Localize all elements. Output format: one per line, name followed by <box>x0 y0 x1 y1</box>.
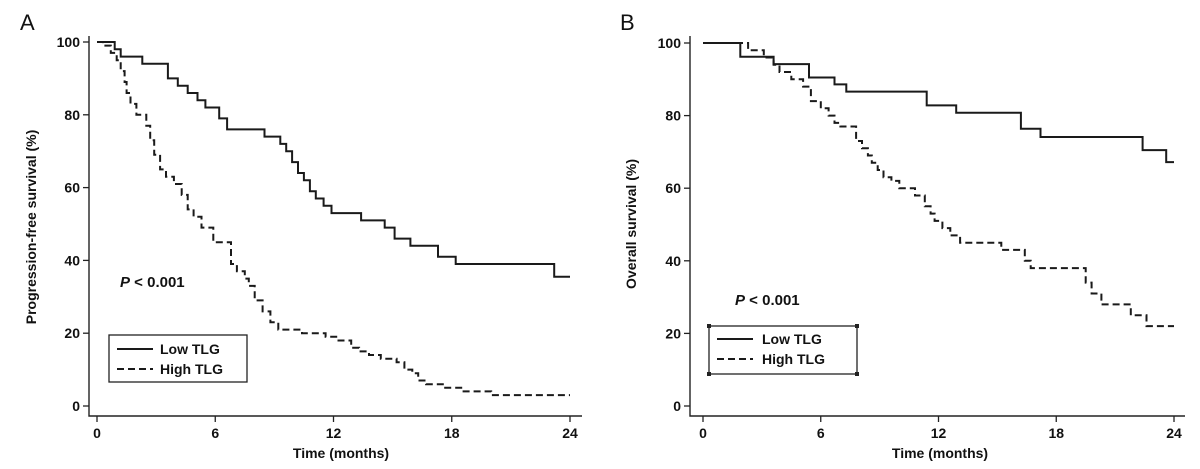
panel-a-series-low-tlg <box>97 41 570 278</box>
panel-b-axes <box>689 36 1185 417</box>
panel-b-x-tick-label: 0 <box>699 425 707 441</box>
panel-b-p-symbol: P <box>735 292 746 309</box>
panel-b-legend-label-high: High TLG <box>762 351 825 367</box>
panel-a-curves <box>97 41 570 397</box>
panel-b-y-tick-label: 80 <box>665 108 681 124</box>
panel-b-y-tick-label: 40 <box>665 253 681 269</box>
panel-a-x-tick-label: 6 <box>211 425 219 441</box>
panel-a-p-value: P < 0.001 <box>120 274 185 291</box>
panel-a-letter: A <box>20 10 35 35</box>
panel-b-y-tick-label: 0 <box>673 398 681 414</box>
panel-a-legend-label-low: Low TLG <box>160 341 220 357</box>
panel-a-y-axis-title: Progression-free survival (%) <box>23 130 39 325</box>
panel-b-x-tick-label: 18 <box>1048 425 1064 441</box>
panel-b-y-tick-label: 20 <box>665 325 681 341</box>
panel-b-curves <box>703 42 1174 328</box>
panel-b-x-tick-label: 24 <box>1166 425 1182 441</box>
panel-a-x-tick-label: 24 <box>562 425 578 441</box>
panel-a-p-text: < 0.001 <box>130 274 185 291</box>
panel-a-y-tick-label: 40 <box>64 252 80 268</box>
panel-a-x-tick-label: 0 <box>93 425 101 441</box>
panel-a-axes <box>88 36 582 417</box>
panel-a-x-ticks: 0 6 12 18 24 <box>93 416 578 441</box>
panel-a-p-symbol: P <box>120 274 131 291</box>
panel-b-x-ticks: 0 6 12 18 24 <box>699 416 1182 441</box>
panel-b-y-axis-title: Overall survival (%) <box>623 159 639 289</box>
panel-a-x-axis-title: Time (months) <box>293 445 389 461</box>
panel-a-legend-label-high: High TLG <box>160 361 223 377</box>
panel-b-y-tick-label: 100 <box>658 35 682 51</box>
panel-b-legend-box <box>708 325 858 375</box>
panel-b-x-tick-label: 6 <box>817 425 825 441</box>
panel-a-legend-box <box>108 334 248 383</box>
panel-a-y-tick-label: 0 <box>72 398 80 414</box>
panel-b: B 0 6 12 18 24 0 20 40 60 80 100 Time (months) Ov… <box>620 10 1185 461</box>
panel-b-p-value: P < 0.001 <box>735 292 800 309</box>
panel-a: A 0 6 12 18 24 0 20 40 60 80 100 Time (months) Pr… <box>20 10 582 461</box>
panel-b-legend: Low TLG High TLG <box>707 324 859 376</box>
panel-a-y-tick-label: 20 <box>64 325 80 341</box>
panel-b-legend-corner-handle <box>855 372 859 376</box>
panel-b-legend-corner-handle <box>707 372 711 376</box>
panel-b-p-text: < 0.001 <box>745 292 800 309</box>
panel-b-legend-corner-handle <box>707 324 711 328</box>
panel-a-y-tick-label: 100 <box>57 34 81 50</box>
panel-b-letter: B <box>620 10 635 35</box>
panel-b-y-tick-label: 60 <box>665 180 681 196</box>
panel-a-x-tick-label: 12 <box>326 425 342 441</box>
panel-b-x-axis-title: Time (months) <box>892 445 988 461</box>
panel-b-legend-label-low: Low TLG <box>762 331 822 347</box>
panel-a-x-tick-label: 18 <box>444 425 460 441</box>
panel-b-legend-corner-handle <box>855 324 859 328</box>
panel-b-series-high-tlg <box>703 42 1174 328</box>
panel-a-y-tick-label: 80 <box>64 107 80 123</box>
panel-b-y-ticks: 0 20 40 60 80 100 <box>658 35 690 414</box>
panel-a-y-ticks: 0 20 40 60 80 100 <box>57 34 89 414</box>
panel-a-legend: Low TLG High TLG <box>108 334 248 383</box>
panel-b-x-tick-label: 12 <box>931 425 947 441</box>
panel-a-y-tick-label: 60 <box>64 180 80 196</box>
